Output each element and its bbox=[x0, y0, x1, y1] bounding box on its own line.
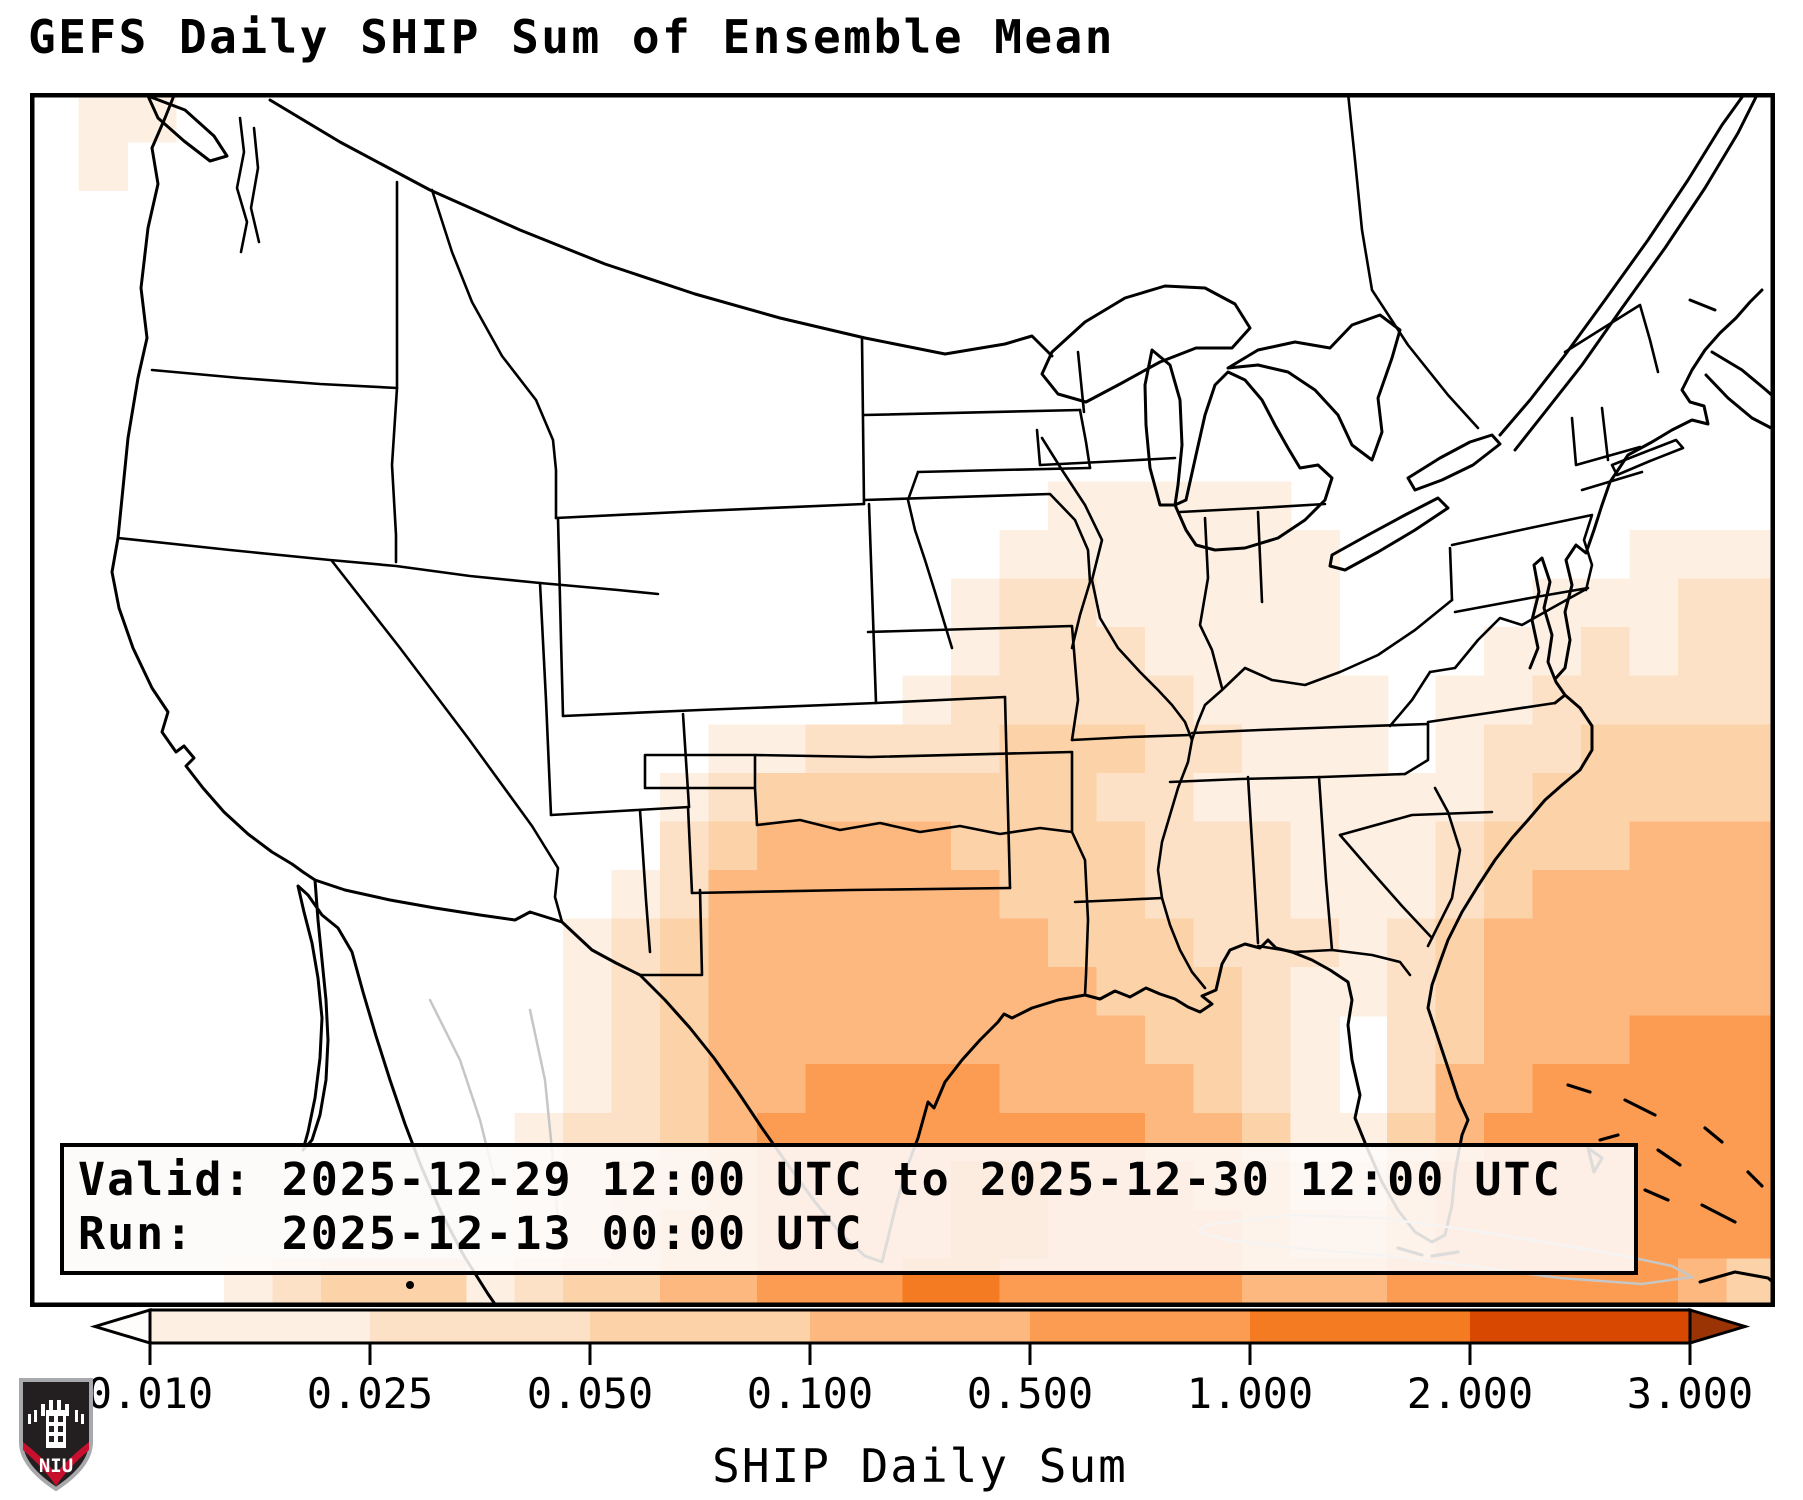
heatmap-layer bbox=[78, 93, 1775, 1307]
colorbar-tick-label: 0.010 bbox=[87, 1369, 213, 1418]
colorbar-tick-label: 0.500 bbox=[967, 1369, 1093, 1418]
colorbar-tick-labels: 0.010 0.025 0.050 0.100 0.500 1.000 2.00… bbox=[87, 1369, 1753, 1418]
colorbar-tick-label: 3.000 bbox=[1627, 1369, 1753, 1418]
map-border bbox=[30, 93, 1775, 1307]
colorbar-tick-label: 0.100 bbox=[747, 1369, 873, 1418]
colorbar-tick-label: 0.025 bbox=[307, 1369, 433, 1418]
colorbar-title: SHIP Daily Sum bbox=[712, 1439, 1128, 1493]
colorbar-band bbox=[89, 1307, 1751, 1365]
valid-run-box: Valid: 2025-12-29 12:00 UTC to 2025-12-3… bbox=[60, 1143, 1638, 1275]
colorbar-tick-label: 1.000 bbox=[1187, 1369, 1313, 1418]
valid-line: Valid: 2025-12-29 12:00 UTC to 2025-12-3… bbox=[78, 1153, 1562, 1206]
map-frame: Valid: 2025-12-29 12:00 UTC to 2025-12-3… bbox=[30, 93, 1775, 1307]
us-map-svg bbox=[30, 93, 1775, 1307]
logo-castle-icon bbox=[28, 1400, 84, 1448]
colorbar: 0.010 0.025 0.050 0.100 0.500 1.000 2.00… bbox=[87, 1307, 1753, 1493]
run-line: Run: 2025-12-13 00:00 UTC bbox=[78, 1207, 864, 1260]
map-borders-layer bbox=[110, 93, 1775, 1307]
figure-title: GEFS Daily SHIP Sum of Ensemble Mean bbox=[28, 10, 1115, 64]
niu-logo: NIU bbox=[19, 1378, 93, 1492]
logo-text: NIU bbox=[39, 1455, 73, 1477]
colorbar-tick-label: 0.050 bbox=[527, 1369, 653, 1418]
logo-banner bbox=[23, 1442, 89, 1486]
colorbar-tick-label: 2.000 bbox=[1407, 1369, 1533, 1418]
